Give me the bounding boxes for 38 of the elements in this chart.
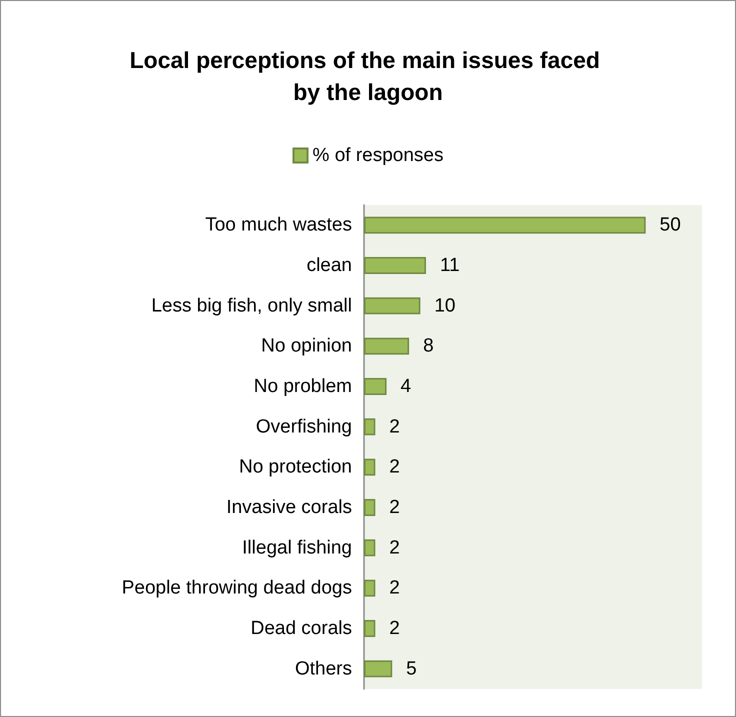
data-label: 2 [389,456,400,478]
y-tick-label: Dead corals [250,618,352,639]
y-tick-label: No problem [254,376,352,397]
legend-label: % of responses [312,145,444,166]
data-label: 10 [434,295,456,316]
y-tick-label: Overfishing [256,416,352,438]
y-tick-label: Illegal fishing [242,537,352,558]
bar [364,620,376,637]
bar [364,338,410,355]
y-tick-label: No protection [238,456,352,478]
data-label: 50 [660,214,681,236]
bar [364,539,376,556]
data-label: 2 [389,578,400,599]
data-label: 2 [389,537,400,558]
bar [364,580,376,597]
bar [364,499,376,516]
y-tick-label: Invasive corals [226,497,352,518]
y-tick-label: No opinion [261,336,352,357]
data-label: 2 [389,416,400,438]
bar [364,378,387,395]
y-tick-label: clean [306,255,352,276]
data-label: 2 [389,618,400,639]
y-tick-label: People throwing dead dogs [122,578,352,599]
bar [364,297,420,314]
bar [364,418,376,436]
y-tick-label: Others [294,658,352,680]
bar [364,660,392,678]
bar [364,458,376,476]
data-label: 11 [440,255,460,276]
bar [364,216,646,234]
bar [364,257,426,274]
data-label: 4 [400,376,412,397]
data-label: 8 [423,336,434,357]
data-label: 2 [389,497,400,518]
data-label: 5 [406,658,417,680]
chart-title: Local perceptions of the main issues faced by the lagoon [130,47,606,105]
y-tick-label: Too much wastes [205,214,352,236]
y-tick-label: Less big fish, only small [151,295,352,316]
